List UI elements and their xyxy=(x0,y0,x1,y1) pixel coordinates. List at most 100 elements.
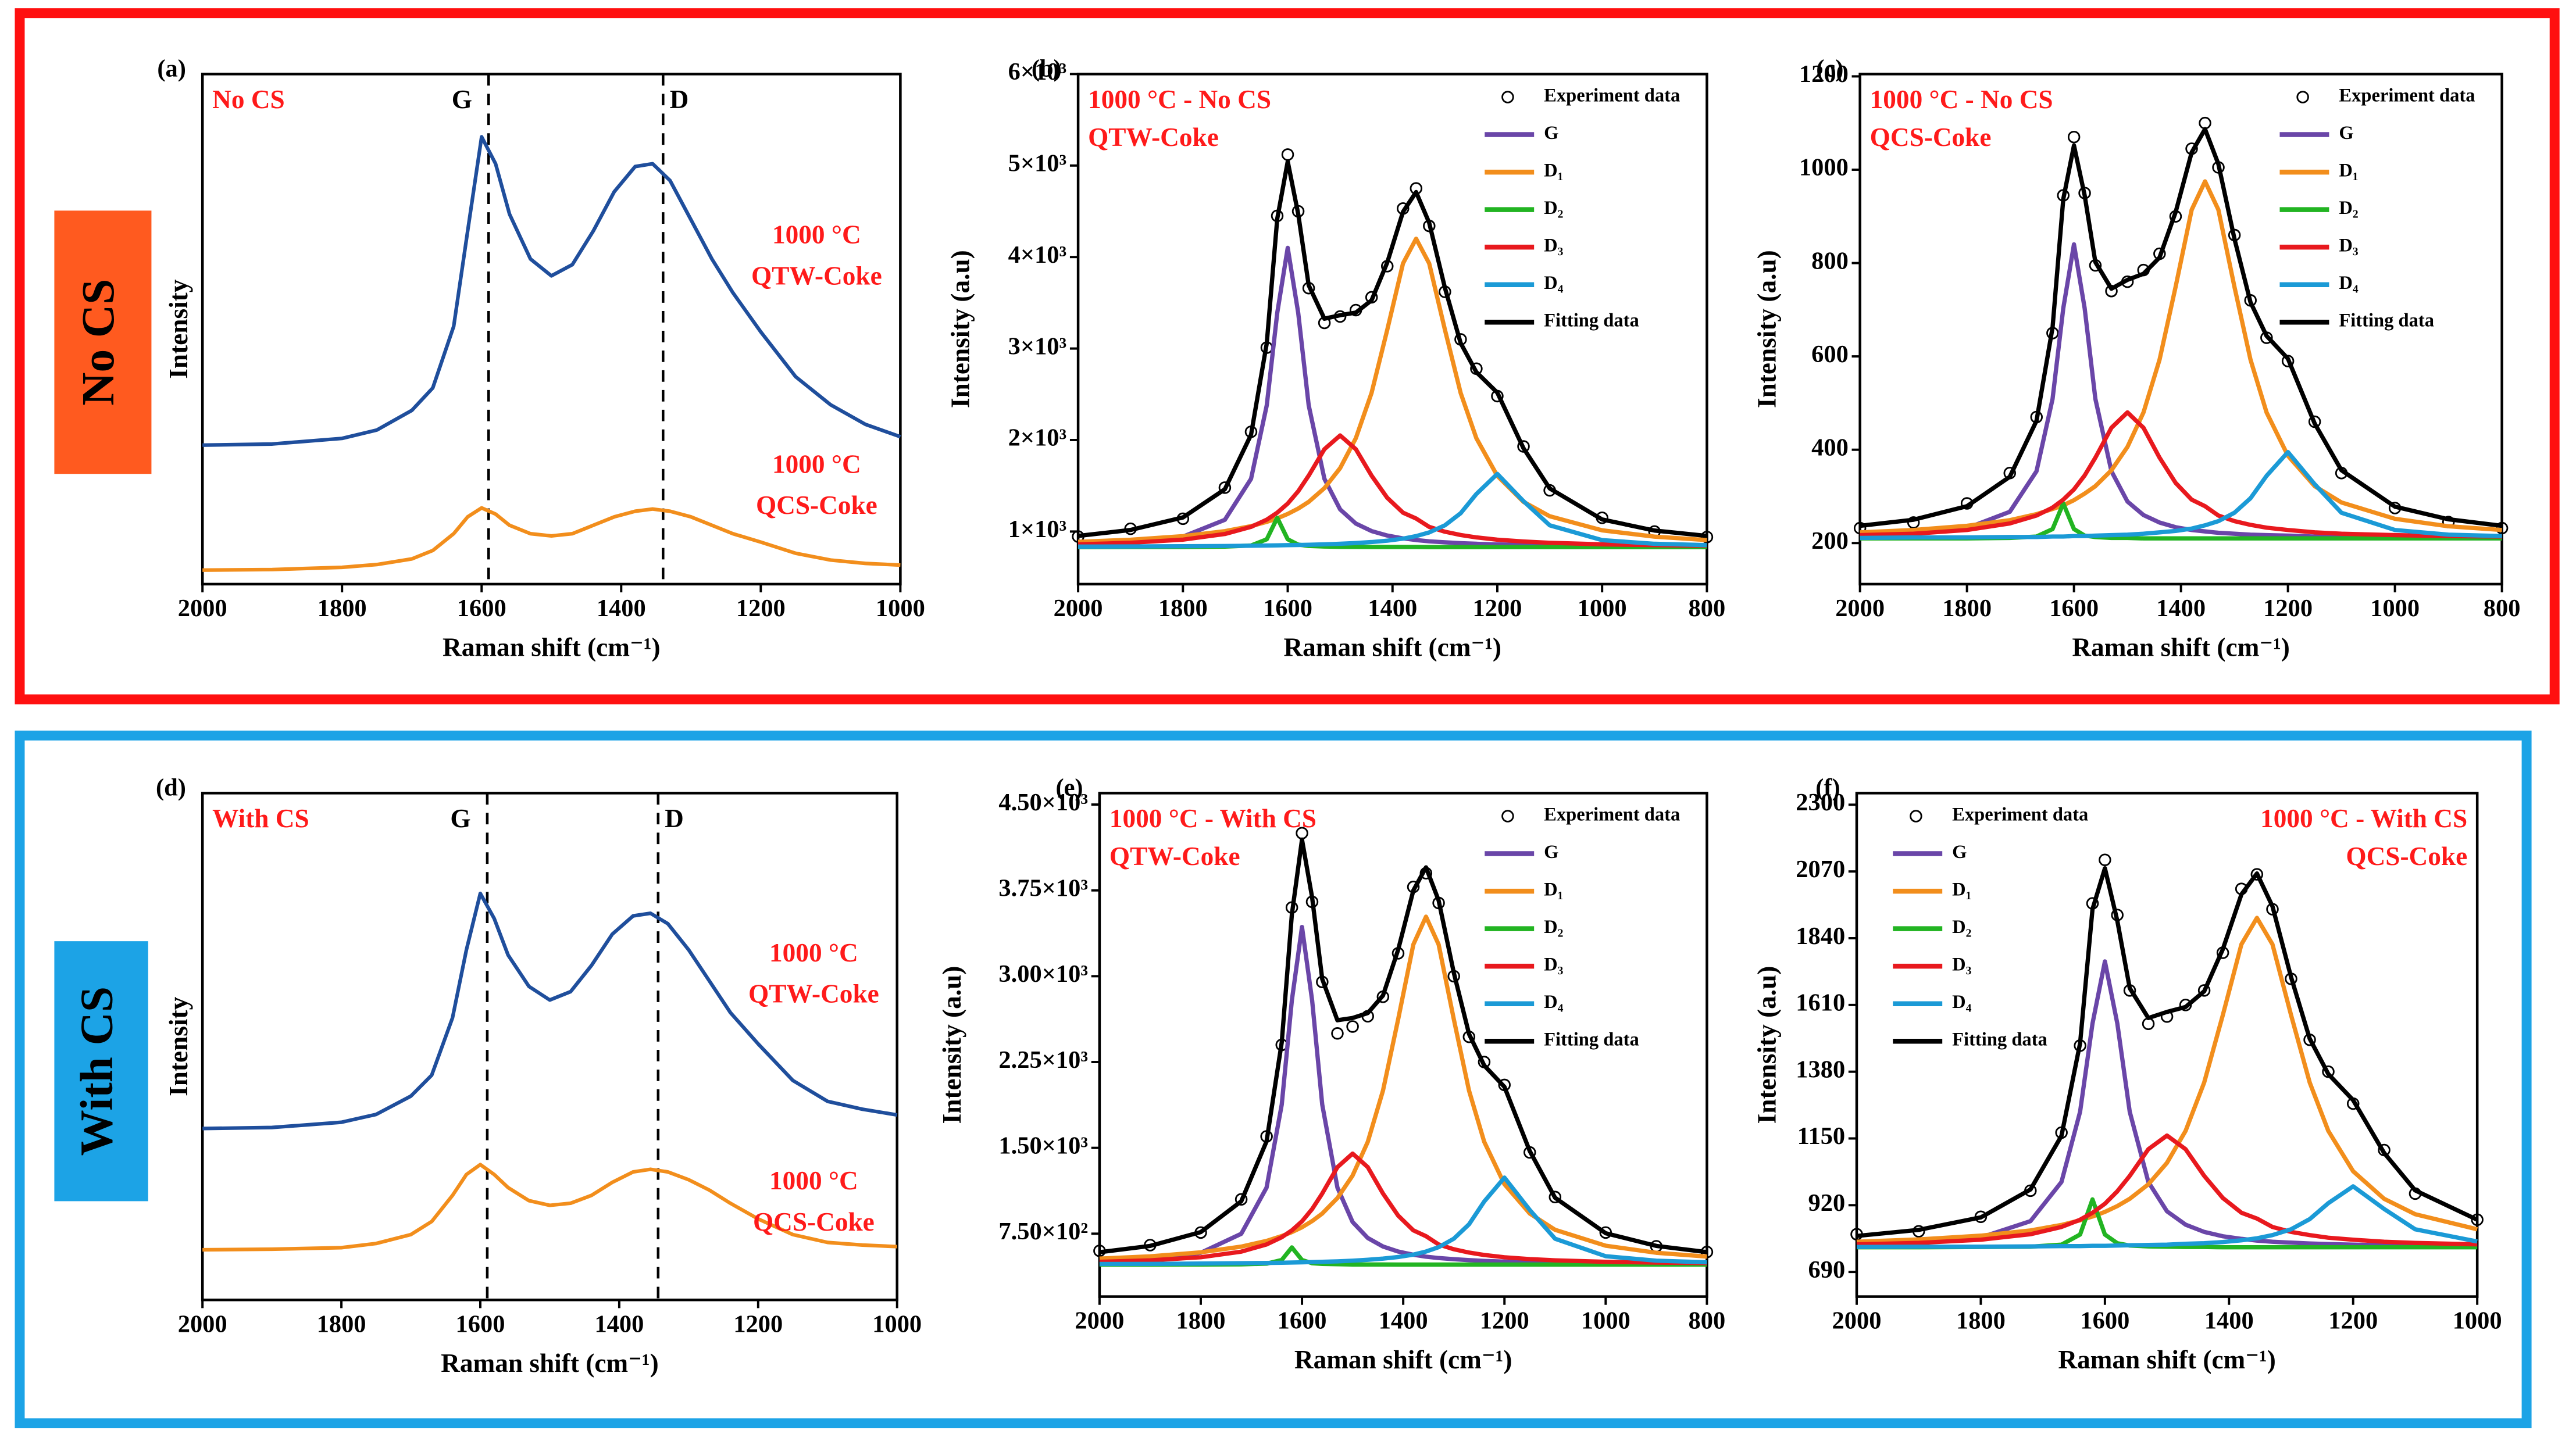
panel-label: (a) xyxy=(157,55,186,82)
series-line xyxy=(1099,837,1707,1254)
legend-label: Experiment data xyxy=(2339,85,2475,106)
experiment-point xyxy=(2199,116,2211,130)
y-tick-label: 4×10³ xyxy=(1008,241,1067,269)
series-line xyxy=(1856,866,2478,1238)
legend-label: D₁ xyxy=(1544,879,1563,900)
x-tick-label: 1400 xyxy=(597,595,646,622)
x-tick-label: 1200 xyxy=(733,1310,783,1338)
y-tick-label: 2.25×10³ xyxy=(998,1046,1088,1074)
annotation: 1000 °C - No CS xyxy=(1870,85,2053,114)
x-tick-label: 1600 xyxy=(456,1310,505,1338)
y-axis-label: Intensity (a.u) xyxy=(1752,966,1781,1124)
legend-label: Fitting data xyxy=(1544,310,1639,331)
group-label-box xyxy=(54,941,148,1202)
series-line xyxy=(202,506,901,572)
legend-label: D₂ xyxy=(1952,917,1971,938)
panel-label: (f) xyxy=(1815,774,1840,801)
legend-label: Experiment data xyxy=(1544,85,1680,106)
x-tick-label: 1400 xyxy=(594,1310,644,1338)
y-tick-label: 1×10³ xyxy=(1008,516,1067,543)
y-tick-label: 920 xyxy=(1808,1189,1845,1217)
y-tick-label: 7.50×10² xyxy=(998,1218,1088,1245)
series-line xyxy=(1856,1133,2478,1247)
annotation: 1000 °C - With CS xyxy=(2260,804,2467,833)
legend-label: D₃ xyxy=(2339,235,2359,256)
legend-label: D₃ xyxy=(1544,954,1564,975)
y-axis-label: Intensity (a.u) xyxy=(1752,250,1781,408)
x-tick-label: 1400 xyxy=(2204,1307,2254,1335)
y-tick-label: 3.00×10³ xyxy=(998,960,1088,988)
annotation: With CS xyxy=(212,804,309,833)
series-line xyxy=(1099,1151,1707,1265)
x-tick-label: 1600 xyxy=(1278,1307,1327,1335)
x-tick-label: 1600 xyxy=(2049,595,2099,622)
annotation: QCS-Coke xyxy=(2346,842,2467,871)
series-label: QTW-Coke xyxy=(748,979,879,1009)
x-tick-label: 1200 xyxy=(2328,1307,2378,1335)
annotation: QTW-Coke xyxy=(1088,123,1219,152)
experiment-point xyxy=(2471,1213,2484,1227)
y-tick-label: 690 xyxy=(1808,1256,1845,1283)
x-tick-label: 1800 xyxy=(317,595,367,622)
series-line xyxy=(202,891,898,1131)
peak-marker-label: G xyxy=(450,804,470,833)
series-label: QCS-Coke xyxy=(756,491,877,520)
legend-label: D₃ xyxy=(1952,954,1972,975)
group-label-box xyxy=(54,210,152,474)
x-axis-label: Raman shift (cm⁻¹) xyxy=(2058,1345,2276,1374)
y-tick-label: 400 xyxy=(1811,434,1849,461)
y-tick-label: 1840 xyxy=(1796,923,1845,950)
x-tick-label: 2000 xyxy=(1832,1307,1882,1335)
series-line xyxy=(1078,471,1707,549)
series-line xyxy=(1860,242,2502,541)
peak-marker-label: D xyxy=(665,804,684,833)
legend-label: D₁ xyxy=(1952,879,1971,900)
y-tick-label: 800 xyxy=(1811,247,1849,274)
y-tick-label: 1.50×10³ xyxy=(998,1132,1088,1159)
y-tick-label: 6×10³ xyxy=(1008,58,1067,85)
x-tick-label: 1000 xyxy=(1581,1307,1630,1335)
series-line xyxy=(1860,501,2502,541)
series-line xyxy=(1860,127,2503,528)
x-tick-label: 1200 xyxy=(736,595,786,622)
x-tick-label: 1400 xyxy=(1368,595,1417,622)
experiment-point xyxy=(1549,1190,1562,1204)
legend-label: Fitting data xyxy=(1544,1029,1639,1050)
x-tick-label: 1800 xyxy=(317,1310,366,1338)
y-tick-label: 2070 xyxy=(1796,856,1845,883)
series-line xyxy=(1099,1175,1707,1267)
y-tick-label: 1150 xyxy=(1797,1122,1846,1150)
y-axis-label: Intensity xyxy=(164,279,193,378)
x-tick-label: 1800 xyxy=(1942,595,1992,622)
legend-label: D₄ xyxy=(2339,273,2359,294)
experiment-point xyxy=(1331,1027,1344,1040)
x-axis-label: Raman shift (cm⁻¹) xyxy=(441,1349,659,1378)
y-tick-label: 1610 xyxy=(1796,989,1845,1017)
legend-label: G xyxy=(2339,123,2353,144)
series-line xyxy=(1099,914,1707,1261)
plot-frame xyxy=(201,73,902,586)
group-label: With CS xyxy=(71,986,122,1156)
series-line xyxy=(1078,516,1707,549)
experiment-point xyxy=(1281,148,1294,161)
legend-label: D₁ xyxy=(1544,160,1563,181)
legend-label: D₄ xyxy=(1544,273,1564,294)
y-tick-label: 1380 xyxy=(1796,1056,1845,1083)
x-tick-label: 2000 xyxy=(178,1310,227,1338)
series-label: 1000 °C xyxy=(769,938,858,967)
panel-label: (e) xyxy=(1055,774,1083,801)
series-line xyxy=(1078,433,1707,548)
legend-label: G xyxy=(1544,842,1558,863)
y-axis-label: Intensity (a.u) xyxy=(937,966,966,1124)
experiment-point xyxy=(2067,131,2081,144)
series-line xyxy=(1860,449,2502,541)
y-axis-label: Intensity xyxy=(164,996,193,1096)
panel-label: (d) xyxy=(156,774,186,801)
x-tick-label: 1600 xyxy=(2080,1307,2129,1335)
y-tick-label: 600 xyxy=(1811,341,1849,368)
legend-label: Fitting data xyxy=(1952,1029,2047,1050)
series-label: 1000 °C xyxy=(772,220,861,249)
series-line xyxy=(1856,1184,2478,1249)
x-tick-label: 800 xyxy=(1689,595,1726,622)
